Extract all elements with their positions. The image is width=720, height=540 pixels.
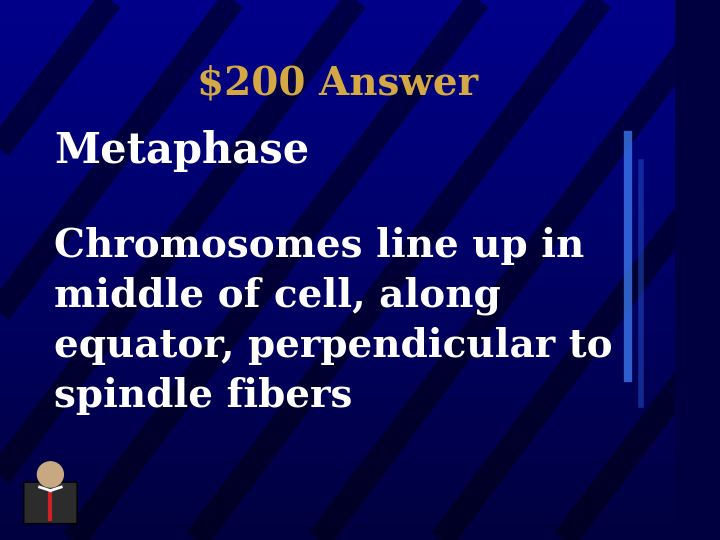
Text: $200 Answer: $200 Answer [197, 65, 478, 103]
Text: Chromosomes line up in
middle of cell, along
equator, perpendicular to
spindle f: Chromosomes line up in middle of cell, a… [54, 227, 613, 415]
FancyBboxPatch shape [24, 482, 77, 524]
Circle shape [37, 462, 63, 487]
Text: Metaphase: Metaphase [54, 130, 309, 172]
